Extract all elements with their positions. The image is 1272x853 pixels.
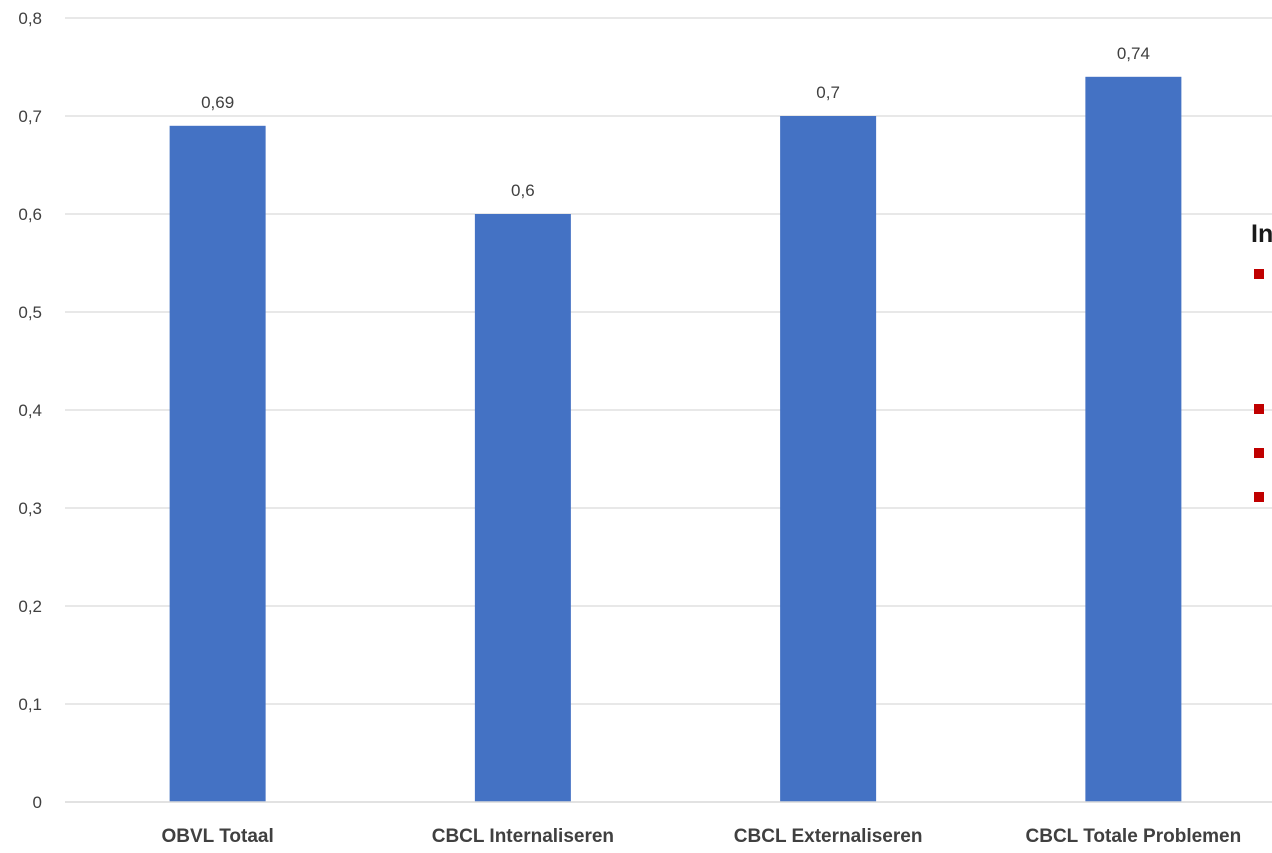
y-tick-label: 0,4: [18, 401, 42, 420]
bar: [1085, 76, 1182, 803]
bar: [780, 116, 877, 802]
y-tick-label: 0,1: [18, 695, 42, 714]
y-tick-label: 0,6: [18, 205, 42, 224]
side-panel-bullets: [1254, 269, 1264, 502]
category-labels: OBVL Totaal CBCL Internaliseren CBCL Exter…: [161, 826, 1241, 847]
category-label: CBCL Externaliseren: [734, 826, 923, 847]
grid-lines: [65, 17, 1272, 705]
category-label: CBCL Totale Problemen: [1026, 826, 1242, 847]
bar: [169, 125, 266, 803]
y-tick-label: 0,2: [18, 597, 42, 616]
category-label: OBVL Totaal: [161, 826, 273, 847]
y-tick-label: 0,8: [18, 9, 42, 28]
bullet-marker: [1254, 404, 1264, 414]
data-label: 0,7: [816, 83, 840, 102]
y-tick-label: 0,3: [18, 499, 42, 518]
y-tick-label: 0: [33, 793, 42, 812]
y-axis-tick-labels: 0 0,1 0,2 0,3 0,4 0,5 0,6 0,7 0,8: [18, 9, 42, 812]
bullet-marker: [1254, 269, 1264, 279]
y-tick-label: 0,5: [18, 303, 42, 322]
bar: [474, 214, 571, 802]
y-tick-label: 0,7: [18, 107, 42, 126]
data-label: 0,69: [201, 93, 234, 112]
bullet-marker: [1254, 492, 1264, 502]
data-labels: 0,69 0,6 0,7 0,74: [201, 44, 1150, 200]
category-label: CBCL Internaliseren: [432, 826, 614, 847]
bullet-marker: [1254, 448, 1264, 458]
data-label: 0,6: [511, 181, 535, 200]
data-label: 0,74: [1117, 44, 1150, 63]
bars: [169, 76, 1182, 803]
side-panel-title: In: [1251, 220, 1272, 248]
side-panel: In: [1251, 220, 1272, 502]
